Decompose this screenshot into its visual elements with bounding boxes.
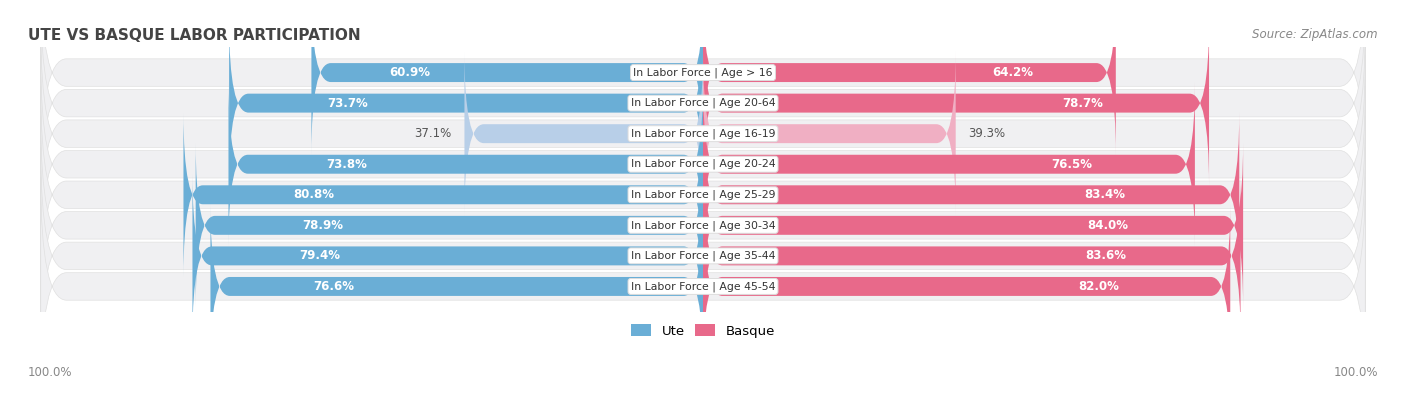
Text: 60.9%: 60.9% xyxy=(389,66,430,79)
Text: 100.0%: 100.0% xyxy=(1333,366,1378,379)
FancyBboxPatch shape xyxy=(311,0,703,155)
FancyBboxPatch shape xyxy=(703,0,1116,155)
Text: 100.0%: 100.0% xyxy=(28,366,73,379)
Text: 83.4%: 83.4% xyxy=(1084,188,1126,201)
FancyBboxPatch shape xyxy=(703,113,1239,277)
FancyBboxPatch shape xyxy=(703,21,1209,185)
Text: 78.7%: 78.7% xyxy=(1062,97,1102,110)
FancyBboxPatch shape xyxy=(41,0,1365,212)
FancyBboxPatch shape xyxy=(211,204,703,369)
FancyBboxPatch shape xyxy=(41,56,1365,273)
Text: 37.1%: 37.1% xyxy=(415,127,451,140)
FancyBboxPatch shape xyxy=(703,82,1195,246)
Text: 73.7%: 73.7% xyxy=(328,97,368,110)
Text: 78.9%: 78.9% xyxy=(302,219,343,232)
Text: 76.5%: 76.5% xyxy=(1052,158,1092,171)
Text: 83.6%: 83.6% xyxy=(1085,249,1126,262)
Text: In Labor Force | Age 20-24: In Labor Force | Age 20-24 xyxy=(631,159,775,169)
Legend: Ute, Basque: Ute, Basque xyxy=(626,319,780,343)
Text: Source: ZipAtlas.com: Source: ZipAtlas.com xyxy=(1253,28,1378,41)
FancyBboxPatch shape xyxy=(703,174,1240,338)
Text: 84.0%: 84.0% xyxy=(1088,219,1129,232)
FancyBboxPatch shape xyxy=(41,147,1365,364)
FancyBboxPatch shape xyxy=(41,178,1365,395)
Text: In Labor Force | Age 35-44: In Labor Force | Age 35-44 xyxy=(631,251,775,261)
FancyBboxPatch shape xyxy=(464,51,703,216)
FancyBboxPatch shape xyxy=(41,0,1365,181)
FancyBboxPatch shape xyxy=(703,143,1243,308)
FancyBboxPatch shape xyxy=(195,143,703,308)
Text: 76.6%: 76.6% xyxy=(314,280,354,293)
Text: 39.3%: 39.3% xyxy=(969,127,1005,140)
Text: 82.0%: 82.0% xyxy=(1078,280,1119,293)
Text: 79.4%: 79.4% xyxy=(299,249,340,262)
FancyBboxPatch shape xyxy=(228,82,703,246)
Text: In Labor Force | Age 16-19: In Labor Force | Age 16-19 xyxy=(631,128,775,139)
FancyBboxPatch shape xyxy=(41,87,1365,303)
FancyBboxPatch shape xyxy=(703,204,1230,369)
FancyBboxPatch shape xyxy=(41,25,1365,242)
Text: 80.8%: 80.8% xyxy=(292,188,333,201)
Text: 73.8%: 73.8% xyxy=(326,158,367,171)
FancyBboxPatch shape xyxy=(183,113,703,277)
Text: In Labor Force | Age 45-54: In Labor Force | Age 45-54 xyxy=(631,281,775,292)
Text: In Labor Force | Age 30-34: In Labor Force | Age 30-34 xyxy=(631,220,775,231)
FancyBboxPatch shape xyxy=(193,174,703,338)
Text: In Labor Force | Age 20-64: In Labor Force | Age 20-64 xyxy=(631,98,775,108)
Text: 64.2%: 64.2% xyxy=(993,66,1033,79)
Text: In Labor Force | Age > 16: In Labor Force | Age > 16 xyxy=(633,67,773,78)
Text: UTE VS BASQUE LABOR PARTICIPATION: UTE VS BASQUE LABOR PARTICIPATION xyxy=(28,28,361,43)
FancyBboxPatch shape xyxy=(703,51,956,216)
Text: In Labor Force | Age 25-29: In Labor Force | Age 25-29 xyxy=(631,190,775,200)
FancyBboxPatch shape xyxy=(41,117,1365,334)
FancyBboxPatch shape xyxy=(229,21,703,185)
